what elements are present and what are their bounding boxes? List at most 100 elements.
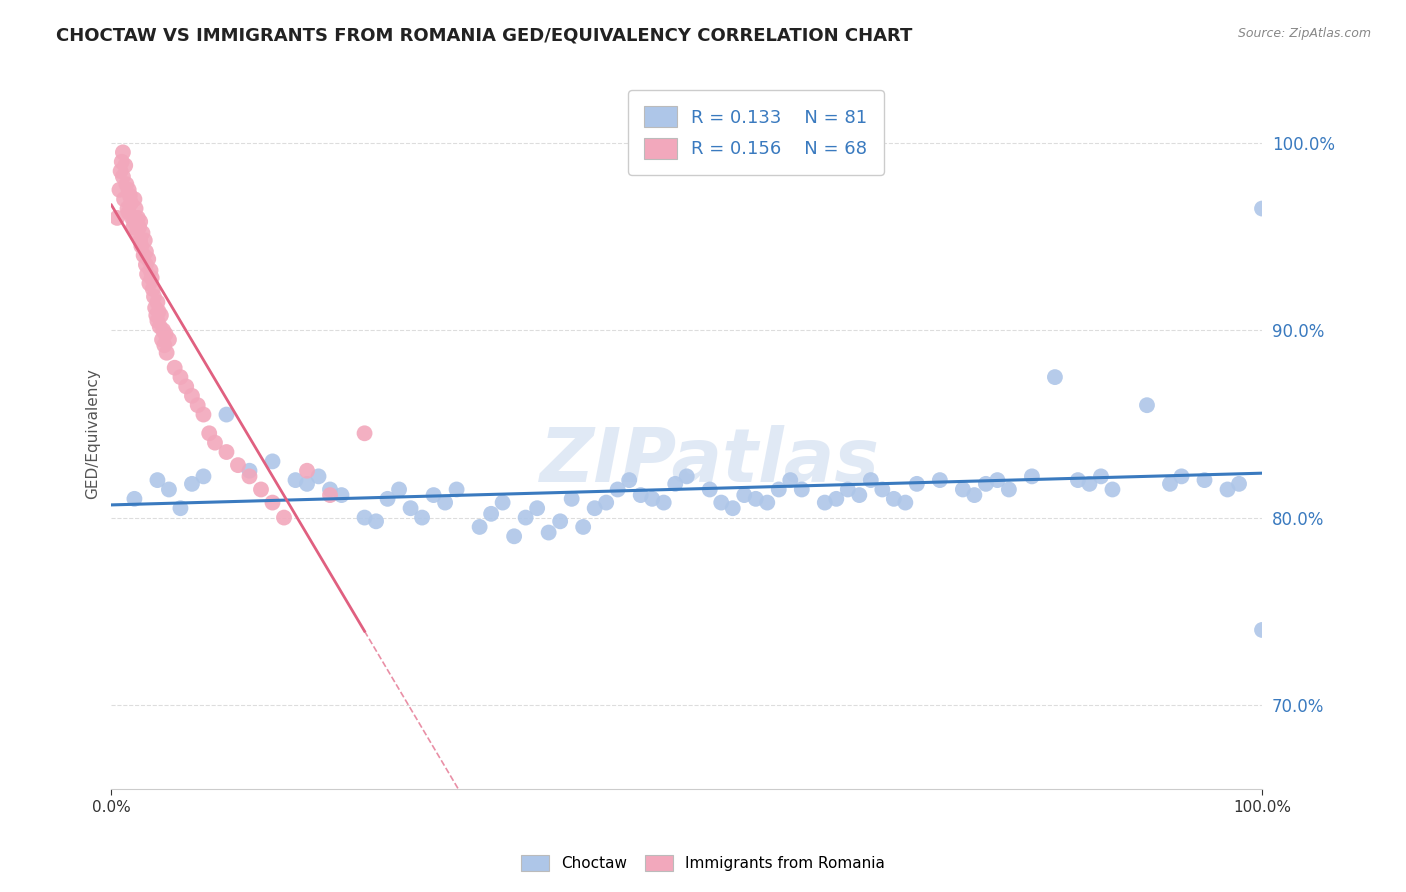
Point [127, 211, 149, 225]
Point [859, 473, 882, 487]
Point [108, 183, 131, 197]
Point [595, 495, 617, 509]
Point [111, 145, 134, 160]
Point [388, 483, 411, 497]
Point [837, 483, 859, 497]
Point [142, 282, 165, 296]
Point [150, 333, 173, 347]
Point [710, 495, 733, 509]
Point [110, 164, 132, 178]
Point [825, 491, 848, 506]
Point [928, 473, 950, 487]
Point [118, 183, 141, 197]
Point [121, 211, 143, 225]
Text: CHOCTAW VS IMMIGRANTS FROM ROMANIA GED/EQUIVALENCY CORRELATION CHART: CHOCTAW VS IMMIGRANTS FROM ROMANIA GED/E… [56, 27, 912, 45]
Point [1170, 469, 1192, 483]
Point [1136, 398, 1159, 412]
Point [155, 326, 177, 341]
Point [399, 501, 422, 516]
Point [120, 195, 142, 210]
Point [422, 488, 444, 502]
Point [572, 520, 595, 534]
Point [238, 469, 260, 483]
Point [756, 495, 779, 509]
Point [284, 473, 307, 487]
Point [883, 491, 905, 506]
Point [146, 473, 169, 487]
Point [434, 495, 457, 509]
Point [146, 295, 169, 310]
Point [641, 491, 664, 506]
Point [664, 476, 686, 491]
Point [238, 464, 260, 478]
Point [619, 473, 641, 487]
Point [446, 483, 468, 497]
Point [526, 501, 548, 516]
Point [1101, 483, 1123, 497]
Point [986, 473, 1008, 487]
Point [118, 205, 141, 219]
Point [262, 495, 284, 509]
Legend: Choctaw, Immigrants from Romania: Choctaw, Immigrants from Romania [515, 849, 891, 877]
Point [250, 483, 273, 497]
Y-axis label: GED/Equivalency: GED/Equivalency [86, 368, 100, 499]
Point [1251, 623, 1274, 637]
Point [124, 214, 146, 228]
Point [319, 483, 342, 497]
Point [187, 398, 209, 412]
Point [111, 154, 134, 169]
Point [905, 476, 928, 491]
Point [262, 454, 284, 468]
Point [122, 220, 145, 235]
Point [411, 510, 433, 524]
Point [135, 258, 157, 272]
Point [149, 308, 172, 322]
Point [699, 483, 721, 497]
Point [124, 202, 146, 216]
Point [141, 270, 163, 285]
Point [974, 476, 997, 491]
Point [145, 308, 167, 322]
Point [479, 507, 502, 521]
Point [169, 370, 191, 384]
Point [124, 491, 146, 506]
Point [721, 501, 744, 516]
Point [790, 483, 813, 497]
Point [745, 491, 768, 506]
Point [273, 510, 295, 524]
Point [143, 289, 166, 303]
Point [1194, 473, 1216, 487]
Point [353, 510, 375, 524]
Point [125, 226, 148, 240]
Point [768, 483, 790, 497]
Point [128, 220, 150, 235]
Point [169, 501, 191, 516]
Point [112, 192, 135, 206]
Point [135, 244, 157, 259]
Point [319, 488, 342, 502]
Point [134, 233, 156, 247]
Point [353, 426, 375, 441]
Point [193, 408, 215, 422]
Point [181, 476, 204, 491]
Point [515, 510, 537, 524]
Point [215, 408, 238, 422]
Point [675, 469, 697, 483]
Point [129, 233, 152, 247]
Point [491, 495, 513, 509]
Point [118, 188, 141, 202]
Point [138, 277, 160, 291]
Point [143, 301, 166, 315]
Point [330, 488, 353, 502]
Point [583, 501, 606, 516]
Point [779, 473, 801, 487]
Point [114, 159, 136, 173]
Point [204, 435, 226, 450]
Point [131, 239, 153, 253]
Point [952, 483, 974, 497]
Point [111, 169, 134, 184]
Point [1043, 370, 1066, 384]
Point [139, 263, 162, 277]
Point [733, 488, 755, 502]
Point [132, 248, 155, 262]
